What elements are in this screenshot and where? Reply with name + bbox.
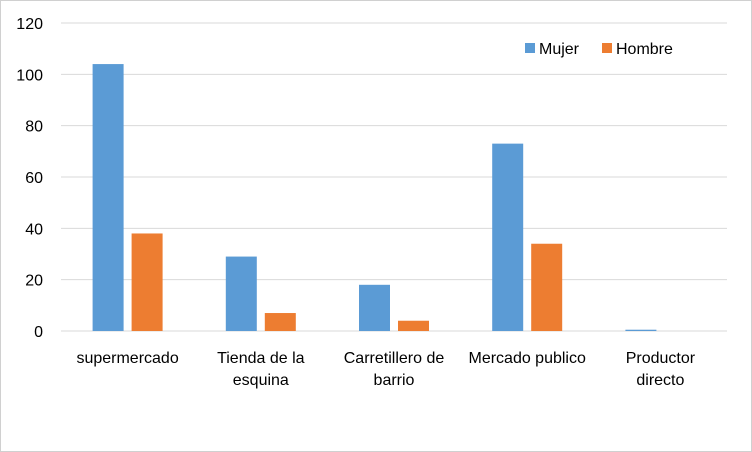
y-tick-label-20: 20 xyxy=(25,273,43,290)
y-tick-label-80: 80 xyxy=(25,119,43,136)
bar-mujer-4 xyxy=(625,329,657,331)
gridlines xyxy=(61,22,727,332)
legend-swatch-hombre xyxy=(602,43,612,53)
bar-hombre-2 xyxy=(398,320,429,331)
legend-label-mujer: Mujer xyxy=(539,41,580,58)
legend-swatch-mujer xyxy=(525,43,535,53)
x-category-label-0: supermercado xyxy=(76,350,178,367)
bar-hombre-0 xyxy=(131,233,163,331)
x-axis-category-labels: supermercado Tienda de la esquina Carretill… xyxy=(76,350,695,389)
bar-hombre-3 xyxy=(531,243,563,331)
legend-label-hombre: Hombre xyxy=(616,41,673,58)
x-category-label-2: Carretillero de barrio xyxy=(344,350,445,389)
bars xyxy=(92,64,657,332)
y-tick-label-120: 120 xyxy=(16,16,43,33)
bar-mujer-2 xyxy=(359,284,390,331)
bar-hombre-1 xyxy=(264,313,296,331)
y-tick-label-40: 40 xyxy=(25,221,43,238)
legend: Mujer Hombre xyxy=(525,41,673,58)
bar-mujer-1 xyxy=(225,256,257,331)
y-axis-tick-labels: 0 20 40 60 80 100 120 xyxy=(16,16,43,341)
y-tick-label-0: 0 xyxy=(34,324,43,341)
x-category-label-3: Mercado publico xyxy=(468,350,586,367)
bar-mujer-3 xyxy=(492,143,524,331)
x-category-label-1: Tienda de la esquina xyxy=(217,350,305,389)
bar-mujer-0 xyxy=(92,64,124,332)
y-tick-label-100: 100 xyxy=(16,67,43,84)
y-tick-label-60: 60 xyxy=(25,170,43,187)
x-category-label-4: Productor directo xyxy=(626,350,696,389)
